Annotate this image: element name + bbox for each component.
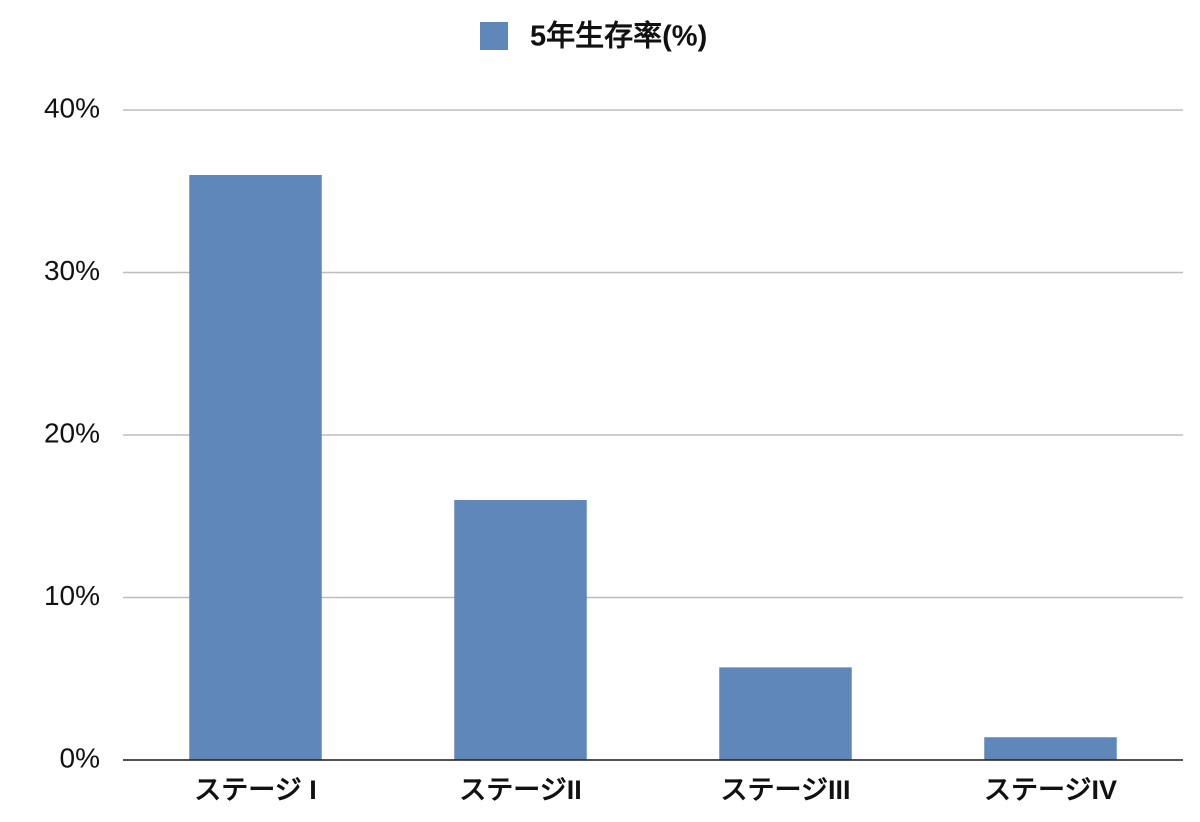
y-tick-label: 0% — [60, 742, 100, 773]
y-tick-label: 40% — [44, 92, 100, 123]
bar — [189, 175, 322, 760]
y-tick-label: 10% — [44, 580, 100, 611]
bar — [719, 667, 852, 760]
bar — [454, 500, 587, 760]
x-tick-label: ステージIII — [721, 775, 851, 805]
x-tick-label: ステージII — [459, 775, 581, 805]
y-tick-label: 30% — [44, 255, 100, 286]
legend-swatch — [480, 22, 508, 50]
legend-label: 5年生存率(%) — [530, 19, 707, 53]
y-tick-label: 20% — [44, 417, 100, 448]
bar — [984, 737, 1117, 760]
x-tick-label: ステージ I — [194, 775, 316, 805]
x-tick-label: ステージIV — [984, 775, 1117, 805]
